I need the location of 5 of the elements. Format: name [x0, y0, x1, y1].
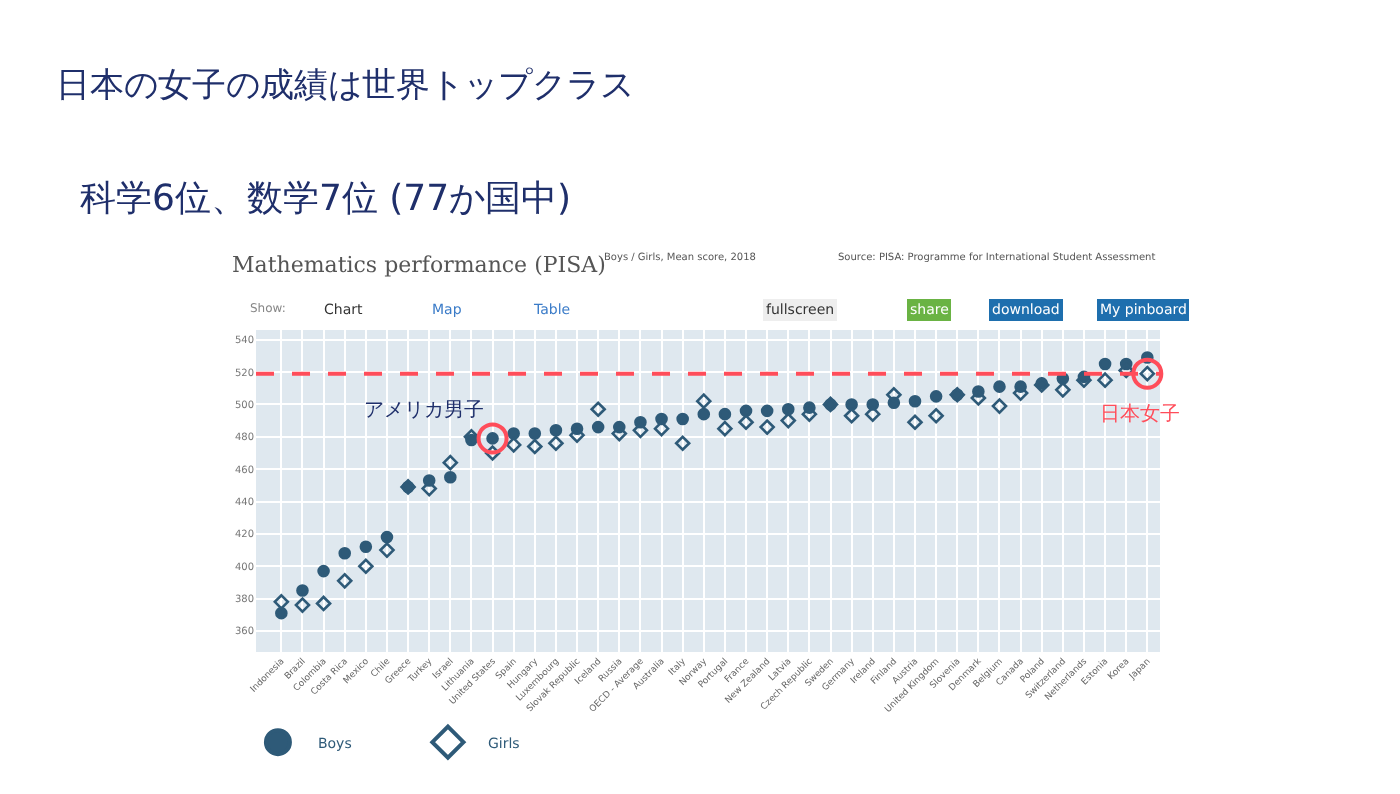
chart-subtitle: 科学6位、数学7位 (77か国中)	[80, 178, 572, 220]
chart-title: 日本の女子の成績は世界トップクラス	[56, 65, 634, 106]
text: Mathematics performance (PISA)	[232, 252, 606, 278]
annotation: アメリカ男子	[364, 400, 484, 422]
annotation: 日本女子	[1100, 402, 1180, 426]
